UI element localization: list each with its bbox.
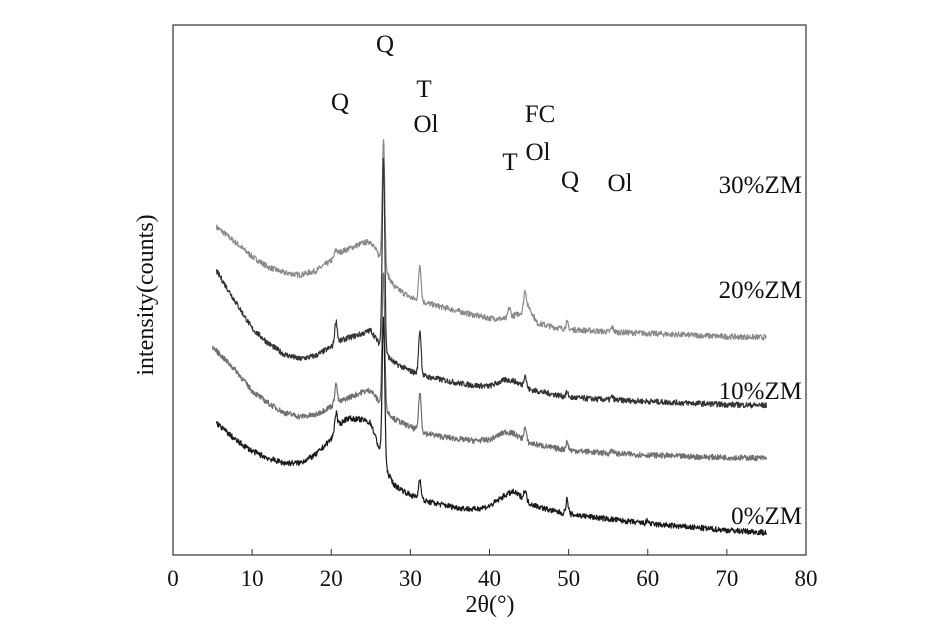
series-line-10pctzm bbox=[212, 272, 767, 462]
peak-label-quartz-50: Q bbox=[561, 167, 579, 194]
series-line-0pctzm bbox=[215, 316, 767, 536]
series-layer bbox=[212, 139, 767, 536]
series-label-20: 20%ZM bbox=[719, 277, 802, 304]
x-tick-label: 20 bbox=[320, 566, 343, 591]
x-tick-label: 40 bbox=[478, 566, 501, 591]
x-tick-label: 10 bbox=[241, 566, 264, 591]
peak-label-ol-45: Ol bbox=[526, 139, 551, 166]
x-tick-label: 80 bbox=[795, 566, 818, 591]
series-label-10: 10%ZM bbox=[719, 378, 802, 405]
x-tick-label: 50 bbox=[557, 566, 580, 591]
x-axis-title: 2θ(°) bbox=[465, 592, 514, 618]
series-label-0: 0%ZM bbox=[731, 503, 802, 530]
peak-label-t-31: T bbox=[416, 76, 431, 103]
series-line-30pctzm bbox=[215, 139, 767, 341]
peak-label-fc: FC bbox=[525, 101, 556, 128]
peak-label-t-42: T bbox=[502, 149, 517, 176]
y-axis-title: intensity(counts) bbox=[133, 214, 159, 375]
peak-label-quartz-main: Q bbox=[376, 31, 394, 58]
peak-label-ol-56: Ol bbox=[608, 170, 633, 197]
series-label-30: 30%ZM bbox=[719, 172, 802, 199]
series-line-20pctzm bbox=[215, 157, 767, 409]
x-tick-label: 0 bbox=[167, 566, 179, 591]
x-tick-label: 60 bbox=[636, 566, 659, 591]
x-ticks: 0 10 20 30 40 50 60 70 80 bbox=[167, 549, 818, 591]
peak-label-ol-31: Ol bbox=[414, 111, 439, 138]
peak-label-quartz-20: Q bbox=[331, 89, 349, 116]
plot-frame bbox=[172, 24, 807, 556]
x-tick-label: 30 bbox=[399, 566, 422, 591]
x-tick-label: 70 bbox=[715, 566, 738, 591]
